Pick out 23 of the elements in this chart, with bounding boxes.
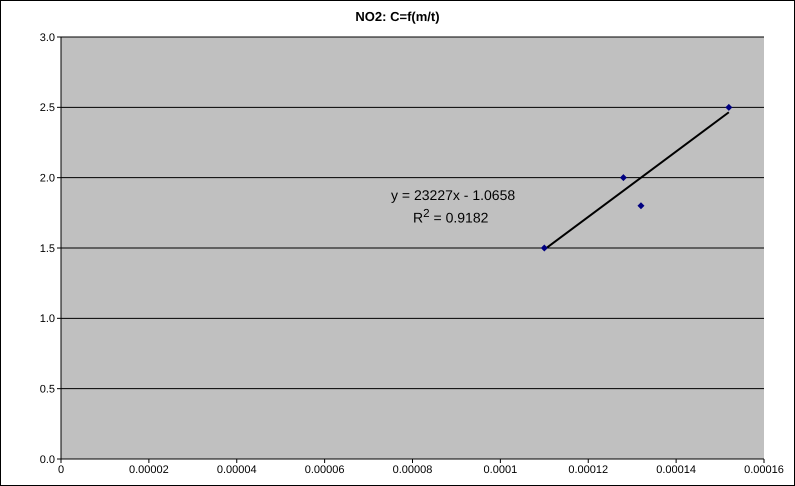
point (540, 244, 548, 252)
x-tick-label: 0.00008 (392, 464, 432, 476)
y-tick-label: 2.0 (40, 172, 55, 185)
point (620, 174, 627, 182)
x-tick-label: 0.00012 (568, 464, 608, 476)
annotation: R$^{2}$ = 0.9182 (413, 207, 488, 226)
y-tick-label: 1.5 (40, 242, 55, 255)
x-tick-label: 0.00014 (656, 464, 696, 476)
y-tick-label: 0.0 (40, 454, 55, 466)
x-tick-label: 0.0001 (484, 464, 518, 476)
x-tick-label: 0.00002 (128, 464, 169, 476)
x-tick-label: 0.00016 (744, 464, 784, 476)
x-tick-label: 0 (58, 464, 64, 476)
y-tick-label: 3.0 (40, 32, 55, 44)
y-tick-label: 1.0 (40, 313, 55, 326)
point (637, 202, 644, 210)
x-tick-label: 0.00004 (216, 464, 257, 476)
y-tick-label: 2.5 (40, 102, 55, 114)
chart-title: NO2: C=f(m/t) (354, 9, 441, 24)
point (725, 104, 732, 111)
y-tick-label: 0.5 (40, 384, 55, 396)
x-tick-label: 0.00006 (304, 464, 345, 476)
annotation: y = 23227x - 1.0658 (391, 187, 516, 203)
